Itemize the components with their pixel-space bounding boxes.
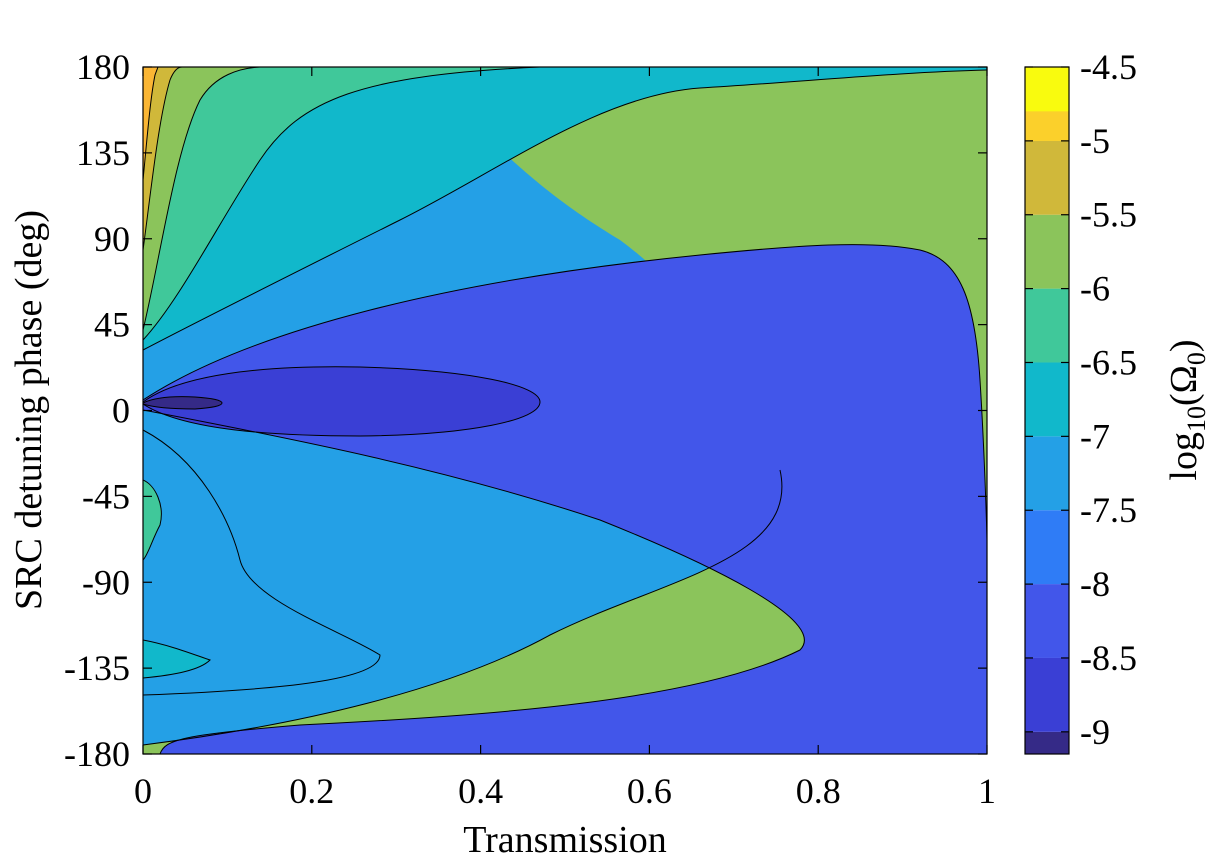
colorbar-label-paren-close: ) — [1163, 339, 1205, 352]
colorbar-ticks: -4.5 -5 -5.5 -6 -6.5 -7 -7.5 -8 -8.5 -9 — [1025, 47, 1137, 752]
colorbar-tick-label: -4.5 — [1080, 47, 1137, 87]
x-tick-label: 0.8 — [796, 771, 841, 811]
colorbar-label-base: log — [1163, 432, 1205, 481]
y-tick-label: 0 — [112, 391, 130, 431]
region-level-0 — [143, 396, 222, 409]
region-level-9 — [143, 67, 158, 180]
colorbar-tick-label: -5 — [1080, 121, 1110, 161]
x-axis-title: Transmission — [463, 819, 666, 861]
x-tick-label: 1 — [978, 771, 996, 811]
y-tick-label: 90 — [94, 219, 130, 259]
plot-area — [143, 67, 987, 754]
colorbar-segment — [1025, 584, 1069, 658]
x-tick-label: 0.2 — [289, 771, 334, 811]
colorbar-tick-label: -5.5 — [1080, 195, 1137, 235]
colorbar-segment — [1025, 288, 1069, 363]
colorbar-segment — [1025, 436, 1069, 511]
y-tick-label: 135 — [76, 133, 130, 173]
colorbar-tick-label: -7.5 — [1080, 490, 1137, 530]
colorbar-segment — [1025, 510, 1069, 585]
colorbar-segment-topmost — [1025, 67, 1069, 112]
y-axis-ticks: 180 135 90 45 0 -45 -90 -135 -180 — [64, 47, 987, 774]
colorbar-label: log10(Ω0) — [1163, 339, 1211, 480]
colorbar-label-sub1: 10 — [1182, 406, 1211, 432]
y-tick-label: 45 — [94, 305, 130, 345]
y-tick-label: -180 — [64, 734, 130, 774]
colorbar-segment — [1025, 214, 1069, 289]
y-tick-label: -90 — [82, 562, 130, 602]
x-tick-label: 0 — [134, 771, 152, 811]
colorbar-tick-label: -7 — [1080, 416, 1110, 456]
colorbar-segment — [1025, 140, 1069, 215]
x-tick-label: 0.6 — [627, 771, 672, 811]
x-axis-ticks: 0 0.2 0.4 0.6 0.8 1 — [134, 67, 996, 811]
y-tick-label: 180 — [76, 47, 130, 87]
region-level-8 — [143, 67, 182, 250]
colorbar — [1025, 67, 1069, 754]
colorbar-segment — [1025, 657, 1069, 732]
colorbar-segment — [1025, 362, 1069, 437]
colorbar-segment — [1025, 731, 1069, 754]
region-level-5-lower — [143, 430, 380, 695]
x-tick-label: 0.4 — [458, 771, 503, 811]
region-level-1 — [143, 366, 540, 436]
colorbar-tick-label: -8.5 — [1080, 638, 1137, 678]
region-level-5 — [143, 67, 987, 350]
region-level-6-lower — [143, 640, 210, 678]
colorbar-tick-label: -8 — [1080, 564, 1110, 604]
region-level-7-lower — [143, 480, 162, 560]
colorbar-label-sub2: 0 — [1182, 352, 1211, 365]
colorbar-tick-label: -6.5 — [1080, 342, 1137, 382]
colorbar-tick-label: -6 — [1080, 269, 1110, 309]
region-level-6 — [143, 67, 540, 340]
colorbar-label-paren-open: (Ω — [1163, 365, 1205, 406]
region-level-7b — [143, 67, 260, 330]
colorbar-tick-label: -9 — [1080, 712, 1110, 752]
y-tick-label: -135 — [64, 648, 130, 688]
y-axis-title: SRC detuning phase (deg) — [8, 210, 50, 610]
y-tick-label: -45 — [82, 476, 130, 516]
colorbar-segment-upper — [1025, 111, 1069, 141]
colorbar-frame — [1024, 66, 1070, 755]
